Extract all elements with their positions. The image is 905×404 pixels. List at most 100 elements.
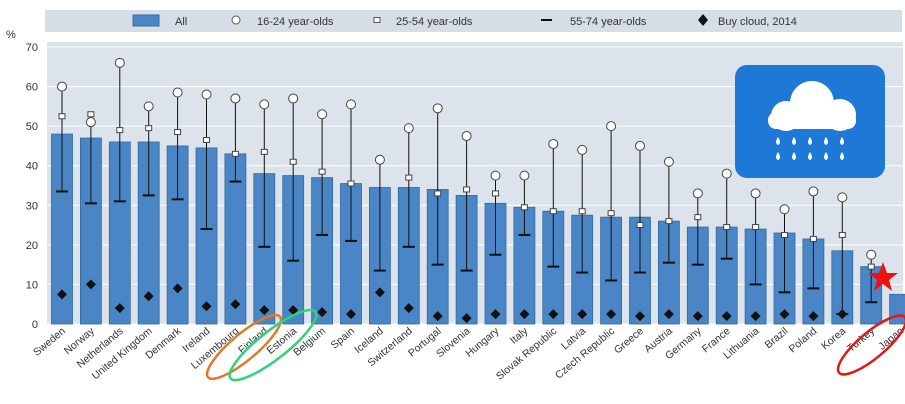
marker-buy-cloud — [432, 311, 443, 322]
marker-buy-cloud — [519, 309, 530, 320]
highlight-estonia — [228, 308, 318, 382]
marker-25-54 — [289, 158, 297, 165]
marker-16-24 — [143, 101, 154, 112]
y-tick-label: 50 — [26, 121, 38, 133]
marker-25-54 — [347, 180, 355, 187]
marker-25-54 — [87, 111, 95, 118]
x-tick-label: Finland — [236, 325, 270, 356]
marker-16-24 — [548, 138, 559, 149]
marker-16-24 — [288, 93, 299, 104]
marker-buy-cloud — [201, 301, 212, 312]
marker-buy-cloud — [577, 309, 588, 320]
marker-25-54 — [607, 210, 615, 217]
marker-16-24 — [750, 188, 761, 199]
marker-buy-cloud — [490, 309, 501, 320]
legend-background — [45, 10, 902, 32]
marker-buy-cloud — [143, 291, 154, 302]
marker-buy-cloud — [663, 309, 674, 320]
marker-buy-cloud — [317, 307, 328, 318]
marker-buy-cloud — [172, 283, 183, 294]
marker-25-54 — [260, 148, 268, 155]
marker-16-24 — [808, 186, 819, 197]
marker-buy-cloud — [288, 305, 299, 316]
marker-16-24 — [201, 89, 212, 100]
marker-buy-cloud — [259, 305, 270, 316]
marker-16-24 — [57, 81, 67, 92]
marker-buy-cloud — [403, 303, 414, 314]
marker-buy-cloud — [779, 309, 790, 320]
legend: All 16-24 year-olds 25-54 year-olds 55-7… — [132, 14, 797, 28]
marker-buy-cloud — [750, 311, 761, 322]
marker-16-24 — [259, 99, 270, 110]
marker-buy-cloud — [85, 279, 96, 290]
y-axis-label: % — [6, 29, 16, 41]
marker-25-54 — [116, 127, 124, 134]
marker-25-54 — [578, 208, 586, 215]
marker-16-24 — [230, 93, 241, 104]
y-tick-label: 20 — [26, 240, 38, 252]
legend-marker-buy-cloud — [698, 14, 708, 26]
marker-buy-cloud — [721, 311, 732, 322]
legend-label-all: All — [175, 16, 187, 28]
marker-25-54 — [694, 214, 702, 221]
legend-marker-16-24 — [231, 15, 241, 25]
marker-25-54 — [174, 129, 182, 136]
marker-buy-cloud — [374, 287, 385, 298]
marker-16-24 — [779, 204, 790, 215]
y-tick-label: 70 — [26, 42, 38, 54]
marker-buy-cloud — [114, 303, 125, 314]
marker-25-54 — [809, 235, 817, 242]
marker-25-54 — [636, 222, 644, 229]
marker-16-24 — [692, 188, 703, 199]
marker-25-54 — [867, 263, 875, 270]
legend-label-buy-cloud: Buy cloud, 2014 — [718, 16, 797, 28]
y-tick-label: 40 — [26, 161, 38, 173]
marker-buy-cloud — [635, 311, 645, 322]
y-tick-label: 60 — [26, 82, 38, 94]
marker-buy-cloud — [57, 289, 67, 300]
marker-16-24 — [114, 57, 125, 68]
marker-25-54 — [752, 224, 760, 231]
marker-16-24 — [403, 123, 414, 134]
x-tick-label: Italy — [508, 325, 531, 347]
legend-swatch-all — [132, 14, 160, 27]
marker-25-54 — [231, 150, 239, 157]
marker-25-54 — [549, 208, 557, 215]
x-tick-label: Japan — [876, 325, 905, 353]
marker-buy-cloud — [808, 311, 819, 322]
x-tick-label: Hungary — [463, 325, 502, 360]
bar — [889, 293, 905, 325]
marker-16-24 — [866, 249, 877, 260]
marker-buy-cloud — [837, 309, 848, 320]
marker-25-54 — [203, 136, 210, 143]
legend-label-25-54: 25-54 year-olds — [396, 16, 473, 28]
marker-25-54 — [405, 174, 413, 181]
marker-25-54 — [492, 190, 499, 197]
marker-25-54 — [463, 186, 471, 193]
y-tick-label: 10 — [26, 279, 38, 291]
highlight-finland — [205, 313, 283, 381]
marker-25-54 — [145, 125, 153, 132]
marker-25-54 — [434, 190, 442, 197]
marker-25-54 — [723, 224, 731, 231]
marker-16-24 — [172, 87, 183, 98]
x-tick-label: Poland — [787, 325, 820, 355]
marker-16-24 — [837, 192, 848, 203]
marker-16-24 — [577, 144, 588, 155]
marker-buy-cloud — [346, 309, 356, 320]
legend-label-55-74: 55-74 year-olds — [570, 16, 647, 28]
marker-buy-cloud — [692, 311, 703, 322]
markers — [56, 57, 878, 324]
marker-25-54 — [665, 218, 673, 225]
marker-25-54 — [838, 231, 846, 238]
marker-16-24 — [317, 109, 328, 120]
marker-16-24 — [721, 168, 732, 179]
marker-16-24 — [461, 131, 472, 142]
marker-16-24 — [606, 121, 617, 132]
marker-buy-cloud — [606, 309, 617, 320]
marker-buy-cloud — [548, 309, 559, 320]
marker-16-24 — [635, 140, 645, 151]
marker-16-24 — [346, 99, 356, 110]
